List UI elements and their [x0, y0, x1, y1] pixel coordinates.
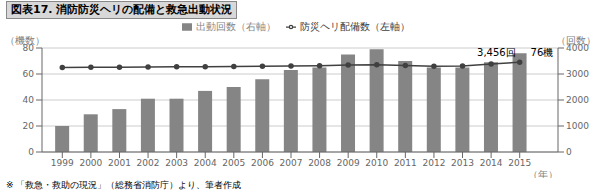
- svg-text:（年）: （年）: [528, 169, 558, 178]
- svg-text:1000: 1000: [566, 121, 589, 131]
- svg-text:76機: 76機: [531, 47, 554, 58]
- svg-text:2005: 2005: [222, 158, 245, 168]
- svg-text:2004: 2004: [194, 158, 217, 168]
- svg-text:0: 0: [566, 147, 572, 157]
- svg-text:2000: 2000: [79, 158, 102, 168]
- svg-text:20: 20: [23, 121, 35, 131]
- svg-text:60: 60: [23, 69, 35, 79]
- svg-text:2015: 2015: [508, 158, 531, 168]
- svg-text:2014: 2014: [480, 158, 503, 168]
- svg-text:2000: 2000: [566, 95, 589, 105]
- html-text:出動回数（右軸）: 出動回数（右軸）: [196, 21, 276, 32]
- html-text:図表17. 消防防災ヘリの配備と救急出動状況: 図表17. 消防防災ヘリの配備と救急出動状況: [11, 3, 233, 16]
- svg-text:2012: 2012: [422, 158, 445, 168]
- svg-text:（機数）: （機数）: [5, 35, 45, 46]
- svg-text:0: 0: [28, 147, 34, 157]
- svg-text:（回数）: （回数）: [556, 35, 596, 46]
- svg-text:2007: 2007: [280, 158, 303, 168]
- svg-text:40: 40: [23, 95, 35, 105]
- svg-text:2011: 2011: [394, 158, 417, 168]
- svg-text:2008: 2008: [308, 158, 331, 168]
- svg-text:1999: 1999: [51, 158, 74, 168]
- html-text:防災ヘリ配備数（左軸）: 防災ヘリ配備数（左軸）: [300, 21, 410, 32]
- svg-text:2009: 2009: [337, 158, 360, 168]
- svg-text:3000: 3000: [566, 69, 589, 79]
- svg-text:2002: 2002: [137, 158, 160, 168]
- svg-text:4000: 4000: [566, 43, 589, 54]
- svg-text:3,456回: 3,456回: [477, 47, 516, 58]
- html-text:※ 「救急・救助の現況」（総務省消防庁）より、筆者作成: ※ 「救急・救助の現況」（総務省消防庁）より、筆者作成: [6, 180, 242, 190]
- svg-text:2001: 2001: [108, 158, 131, 168]
- svg-text:2010: 2010: [365, 158, 388, 168]
- svg-text:2006: 2006: [251, 158, 274, 168]
- svg-text:80: 80: [22, 43, 34, 54]
- svg-text:2013: 2013: [451, 158, 474, 168]
- svg-text:2003: 2003: [165, 158, 188, 168]
